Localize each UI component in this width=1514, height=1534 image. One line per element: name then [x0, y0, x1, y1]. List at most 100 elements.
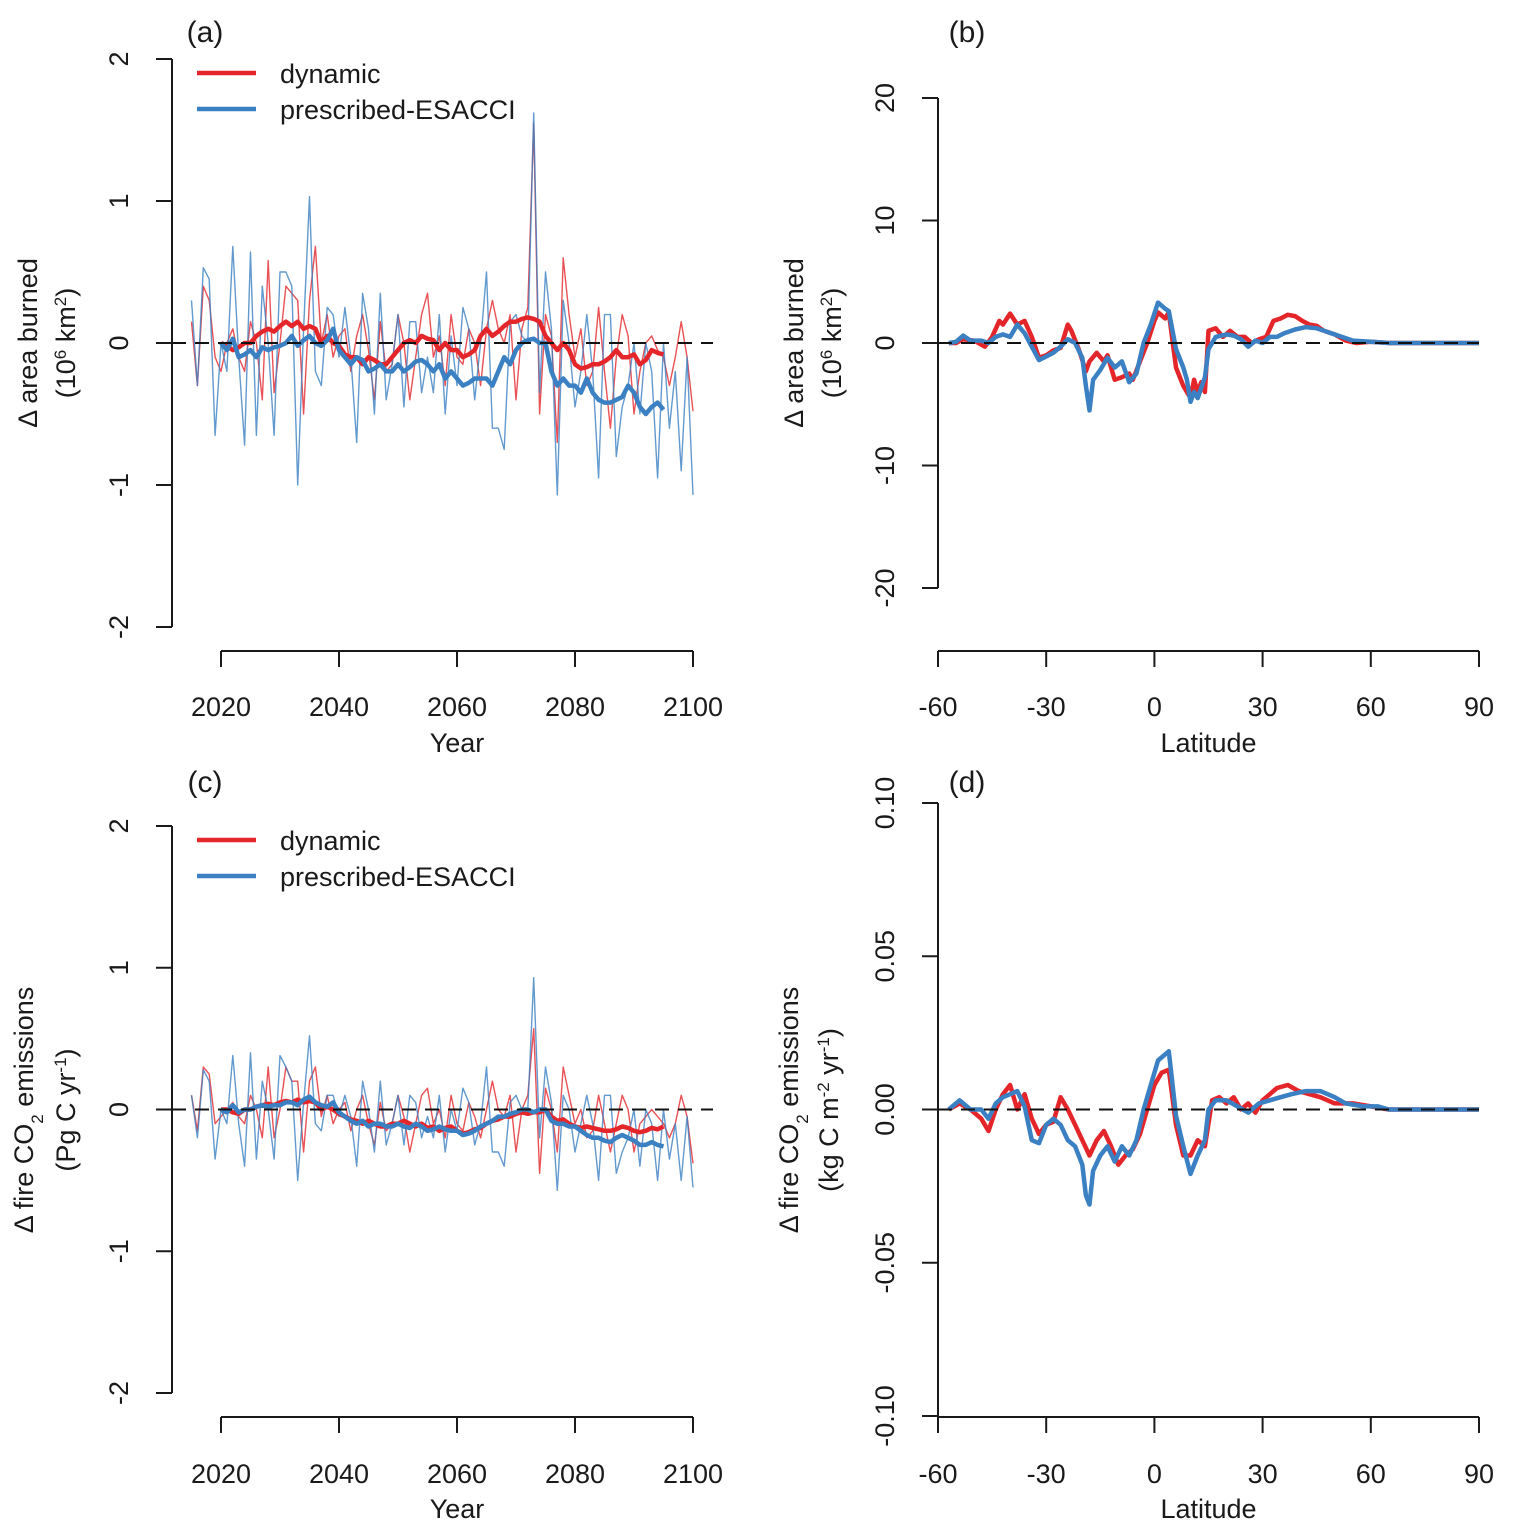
y-tick-label: 0	[870, 335, 900, 350]
x-tick-label: 2020	[191, 692, 251, 722]
y-axis-title-part: 2	[28, 1114, 47, 1123]
y-tick-label: 0.10	[870, 777, 900, 830]
y-axis-title-part: )	[817, 288, 847, 297]
panel-label: (d)	[949, 766, 986, 799]
y-axis-title-part: )	[814, 1028, 844, 1037]
series-line-prescribed-annual	[190, 112, 694, 496]
y-axis-title-part: km	[51, 306, 81, 350]
y-tick-label: -2	[104, 615, 134, 639]
y-axis-title: (106 km2)	[817, 288, 848, 398]
x-axis-title: Year	[430, 728, 485, 758]
x-axis-title: Year	[430, 1494, 485, 1524]
y-tick-label: 0.00	[870, 1083, 900, 1136]
x-tick-label: -60	[918, 1459, 957, 1489]
y-tick-label: 10	[870, 205, 900, 235]
y-axis-title: Δ area burned	[779, 258, 809, 428]
x-tick-label: 30	[1248, 692, 1278, 722]
y-axis-title-part: km	[817, 306, 847, 350]
y-tick-label: 1	[104, 960, 134, 975]
series-line-prescribed-annual	[190, 977, 694, 1191]
series-line-dynamic-smoothed	[220, 315, 665, 371]
x-tick-label: 0	[1147, 1459, 1162, 1489]
y-axis-title-part: (10	[51, 359, 81, 398]
series-line-dynamic-smoothed	[948, 310, 1479, 401]
x-tick-label: 30	[1248, 1459, 1278, 1489]
y-axis-title-part: yr	[814, 1052, 844, 1082]
x-tick-label: 2100	[663, 692, 723, 722]
y-axis-title-part: (kg C m	[814, 1097, 844, 1192]
panel-b: (b) -20 -10 0 10 20 -60 -30 0 30 60 90 Latitude Δ are…	[779, 16, 1494, 758]
x-tick-label: 2040	[309, 1459, 369, 1489]
y-axis-title-part: Δ fire CO	[9, 1124, 39, 1234]
x-tick-label: 2080	[545, 692, 605, 722]
x-tick-label: -30	[1027, 1459, 1066, 1489]
y-axis-title-part: (Pg C yr	[51, 1073, 81, 1172]
y-axis-title: Δ fire CO2 emissions	[9, 987, 47, 1234]
x-tick-label: -30	[1027, 692, 1066, 722]
y-axis-title-part: -1	[814, 1037, 833, 1052]
legend: dynamic prescribed-ESACCI	[197, 826, 516, 892]
y-axis-title-part: (10	[817, 359, 847, 398]
x-tick-label: 2060	[427, 1459, 487, 1489]
series-line-prescribed-smoothed	[947, 1049, 1479, 1207]
x-tick-label: 2100	[663, 1459, 723, 1489]
y-axis-title-part: -1	[51, 1057, 70, 1072]
x-tick-label: 60	[1356, 1459, 1386, 1489]
y-axis-title-part: Δ area burned	[779, 258, 809, 428]
x-tick-label: 2060	[427, 692, 487, 722]
x-tick-label: 0	[1147, 692, 1162, 722]
y-tick-label: -10	[870, 446, 900, 485]
panel-label: (b)	[949, 16, 986, 49]
x-tick-label: 90	[1464, 1459, 1494, 1489]
x-tick-label: 2020	[191, 1459, 251, 1489]
x-tick-label: 2080	[545, 1459, 605, 1489]
y-axis-title-part: emissions	[774, 987, 804, 1115]
series-line-prescribed-smoothed	[219, 326, 666, 417]
y-axis-title-part: Δ fire CO	[774, 1124, 804, 1234]
y-axis-title-part: 6	[817, 350, 836, 359]
y-tick-label: 20	[870, 83, 900, 113]
panel-label: (c)	[188, 766, 223, 799]
y-axis-title-part: 2	[51, 297, 70, 306]
y-axis-title-part: )	[51, 288, 81, 297]
x-axis-title: Latitude	[1160, 728, 1256, 758]
y-axis-title: (Pg C yr-1)	[51, 1048, 82, 1171]
y-tick-label: -1	[104, 473, 134, 497]
y-tick-label: -2	[104, 1381, 134, 1405]
y-axis-title-part: emissions	[9, 987, 39, 1115]
y-tick-label: 0.05	[870, 930, 900, 983]
legend-label-prescribed: prescribed-ESACCI	[280, 862, 516, 892]
panel-label: (a)	[187, 16, 224, 49]
x-tick-label: 60	[1356, 692, 1386, 722]
series-line-dynamic-annual	[190, 122, 694, 444]
series-line-prescribed-smoothed	[948, 300, 1479, 413]
series-line-prescribed-smoothed	[220, 1094, 665, 1149]
legend-label-dynamic: dynamic	[280, 826, 381, 856]
y-axis-title: (kg C m-2 yr-1)	[814, 1028, 845, 1192]
y-tick-label: 0	[104, 335, 134, 350]
series-line-dynamic-smoothed	[947, 1067, 1479, 1167]
y-tick-label: 2	[104, 51, 134, 66]
y-axis-title-part: 2	[817, 297, 836, 306]
y-tick-label: -1	[104, 1239, 134, 1263]
x-tick-label: -60	[918, 692, 957, 722]
y-axis-title: Δ area burned	[13, 258, 43, 428]
y-axis-title-part: -2	[814, 1082, 833, 1097]
y-tick-label: -0.10	[870, 1385, 900, 1447]
y-axis-title-part: )	[51, 1048, 81, 1057]
panel-d: (d) -0.10 -0.05 0.00 0.05 0.10 -60 -30 0 30 60 90 La…	[774, 766, 1494, 1524]
y-axis-title: Δ fire CO2 emissions	[774, 987, 812, 1234]
panel-c: (c) -2 -1 0 1 2 2020 2040 2060 2080 2100 Year Δ fire…	[9, 766, 723, 1524]
y-tick-label: 2	[104, 818, 134, 833]
y-tick-label: -20	[870, 568, 900, 607]
legend: dynamic prescribed-ESACCI	[197, 59, 516, 125]
y-tick-label: -0.05	[870, 1232, 900, 1294]
y-axis-title-part: 6	[51, 350, 70, 359]
panel-a: (a) -2 -1 0 1 2 2020 2040 2060 2080 2100 Year Δ area…	[13, 16, 723, 758]
y-tick-label: 0	[104, 1102, 134, 1117]
legend-label-prescribed: prescribed-ESACCI	[280, 95, 516, 125]
y-axis-title-part: 2	[793, 1114, 812, 1123]
legend-label-dynamic: dynamic	[280, 59, 381, 89]
x-axis-title: Latitude	[1160, 1494, 1256, 1524]
x-tick-label: 90	[1464, 692, 1494, 722]
